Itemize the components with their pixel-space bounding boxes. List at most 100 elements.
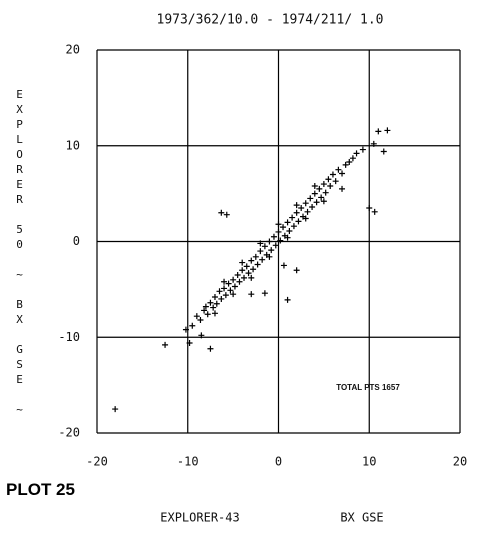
point	[221, 285, 228, 292]
point	[189, 322, 196, 329]
point	[201, 307, 208, 314]
point	[290, 223, 297, 230]
point	[218, 209, 225, 216]
point	[272, 242, 279, 249]
point	[384, 127, 391, 134]
point	[346, 159, 353, 166]
point	[250, 266, 257, 273]
point	[216, 288, 223, 295]
point	[327, 182, 334, 189]
x-tick-label: -10	[177, 455, 199, 469]
point	[231, 283, 238, 290]
point	[248, 274, 255, 281]
point	[266, 253, 273, 260]
point	[359, 146, 366, 153]
point	[284, 296, 291, 303]
point	[236, 278, 243, 285]
y-tick-label: 10	[66, 138, 80, 152]
point	[162, 341, 169, 348]
point	[234, 272, 241, 279]
point	[230, 276, 237, 283]
point	[311, 182, 318, 189]
point	[280, 262, 287, 269]
plot-label: PLOT 25	[6, 480, 75, 499]
point	[261, 290, 268, 297]
point	[204, 311, 211, 318]
point	[112, 406, 119, 413]
point	[302, 200, 309, 207]
point	[309, 204, 316, 211]
point	[316, 185, 323, 192]
point	[349, 155, 356, 162]
point	[293, 267, 300, 274]
point	[284, 234, 291, 241]
point	[370, 140, 377, 147]
x-tick-label: 10	[362, 455, 376, 469]
point	[284, 219, 291, 226]
point	[239, 267, 246, 274]
point	[227, 287, 234, 294]
point	[207, 299, 214, 306]
point	[318, 194, 325, 201]
x-tick-label: -20	[86, 455, 108, 469]
point	[243, 263, 250, 270]
point	[257, 248, 264, 255]
point	[302, 215, 309, 222]
y-tick-label: 20	[66, 43, 80, 57]
point	[335, 166, 342, 173]
point	[223, 211, 230, 218]
point	[332, 178, 339, 185]
point	[241, 274, 248, 281]
chart-title: 1973/362/10.0 - 1974/211/ 1.0	[157, 13, 384, 28]
point	[248, 257, 255, 264]
point	[186, 339, 193, 346]
point	[280, 224, 287, 231]
point	[342, 161, 349, 168]
point	[266, 238, 273, 245]
point	[210, 304, 217, 311]
x-tick-label: 20	[453, 455, 467, 469]
point	[322, 189, 329, 196]
x-tick-label: 0	[275, 455, 282, 469]
y-axis-label: EXPLORER 50 ~ BX GSE ~	[13, 88, 26, 418]
point	[293, 202, 300, 209]
point	[211, 310, 218, 317]
y-tick-label: -20	[58, 426, 80, 440]
point	[320, 198, 327, 205]
point	[248, 291, 255, 298]
point	[275, 221, 282, 228]
point	[259, 256, 266, 263]
point	[353, 150, 360, 157]
point	[311, 190, 318, 197]
point	[221, 278, 228, 285]
point	[289, 214, 296, 221]
point	[295, 218, 302, 225]
point	[202, 303, 209, 310]
point	[329, 171, 336, 178]
annotation: TOTAL PTS 1657	[336, 383, 400, 392]
point	[375, 128, 382, 135]
point	[339, 170, 346, 177]
point	[270, 233, 277, 240]
point	[211, 294, 218, 301]
point	[239, 259, 246, 266]
point	[268, 247, 275, 254]
y-tick-label: 0	[73, 234, 80, 248]
point	[213, 300, 220, 307]
point	[198, 332, 205, 339]
point	[325, 176, 332, 183]
point	[252, 253, 259, 260]
point	[298, 204, 305, 211]
point	[207, 345, 214, 352]
point	[366, 204, 373, 211]
point	[307, 195, 314, 202]
point	[275, 228, 282, 235]
point	[230, 291, 237, 298]
point	[182, 326, 189, 333]
point	[320, 181, 327, 188]
point	[261, 243, 268, 250]
point	[371, 208, 378, 215]
point	[277, 237, 284, 244]
point	[197, 317, 204, 324]
